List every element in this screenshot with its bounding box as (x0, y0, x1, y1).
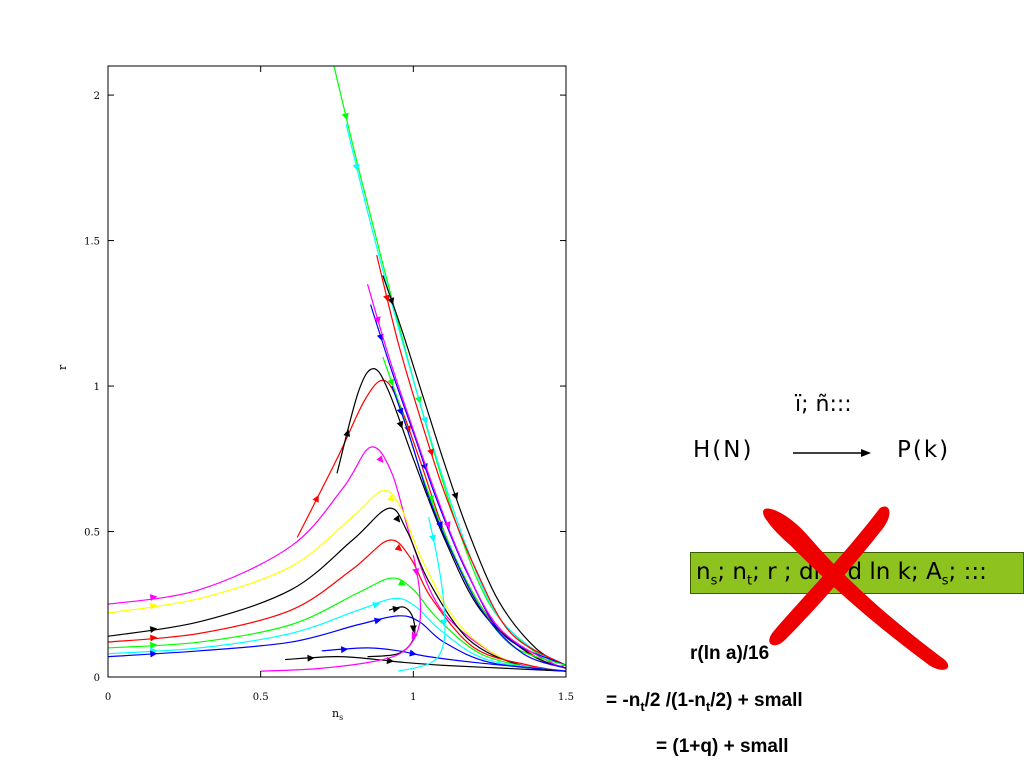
flow-arrowhead (383, 294, 390, 303)
flow-curve (382, 356, 567, 666)
flow-arrowhead (396, 407, 404, 416)
flow-curve (107, 446, 567, 672)
x-tick-label: 0.5 (253, 692, 269, 703)
flow-arrowhead (393, 514, 401, 523)
flow-curve (333, 65, 567, 666)
flow-arrowhead (397, 579, 406, 586)
flow-curve (107, 507, 567, 672)
flow-arrowhead (149, 602, 158, 610)
flow-arrowhead (409, 625, 417, 633)
cross-out-icon (763, 506, 949, 670)
y-tick-label: 1 (94, 382, 100, 393)
flow-arrowhead (427, 448, 434, 457)
flow-arrowhead (373, 316, 381, 324)
flow-curves (107, 65, 567, 672)
axis-ticks: 0 0.5 1 1.5 0 0.5 1 1.5 2 (84, 66, 574, 703)
y-tick-label: 0 (94, 673, 100, 684)
flow-arrowhead (149, 626, 158, 633)
flow-arrowhead (387, 297, 395, 305)
flow-curve (391, 385, 567, 669)
flow-curve (260, 554, 422, 672)
flow-arrowhead (421, 416, 428, 425)
y-tick-label: 1.5 (84, 237, 100, 248)
equation-line-1: r(ln a)/16 (690, 643, 770, 664)
flow-arrowhead (387, 494, 395, 502)
flow-curve (285, 656, 567, 672)
flow-arrowhead (341, 112, 349, 121)
flow-arrowhead (374, 617, 382, 625)
flow-curve (107, 597, 567, 672)
x-axis-label: ns (332, 707, 343, 722)
flow-arrowhead (394, 544, 403, 552)
flow-arrowhead (436, 521, 443, 529)
flow-arrowhead (411, 631, 419, 640)
plot-frame (107, 65, 567, 678)
flow-arrowhead (372, 601, 381, 609)
flow-arrowhead (412, 568, 420, 576)
y-tick-label: 2 (94, 91, 100, 102)
flow-curve (107, 539, 567, 672)
x-tick-label: 1.5 (558, 692, 574, 703)
flow-arrowhead (392, 605, 400, 613)
flow-arrowhead (352, 163, 360, 172)
flow-arrowhead (312, 494, 319, 503)
flow-arrowhead (443, 521, 451, 529)
flow-curve (382, 275, 567, 666)
flow-arrowhead (340, 646, 349, 654)
flow-curve (107, 615, 567, 672)
flow-arrowhead (387, 378, 395, 387)
flow-arrowhead (429, 534, 436, 543)
y-tick-label: 0.5 (84, 528, 100, 539)
p-label: P(k) (897, 437, 951, 463)
map-label: ï; ñ::: (795, 392, 852, 417)
flow-arrowhead (307, 654, 315, 662)
flow-curve (370, 304, 567, 666)
flow-arrowhead (451, 492, 459, 500)
x-tick-label: 1 (410, 692, 416, 703)
y-axis-label: r (56, 364, 69, 370)
flow-curve (107, 490, 567, 672)
flow-curve (367, 606, 416, 658)
h-label: H(N) (693, 437, 754, 463)
flow-arrowhead (376, 455, 384, 463)
flow-arrowhead (386, 657, 394, 665)
flow-curve (376, 254, 567, 666)
flow-arrowhead (409, 649, 417, 657)
flow-arrowhead (396, 420, 404, 429)
flow-curve (321, 647, 567, 672)
flow-arrowhead (150, 641, 158, 649)
equation-line-3: = (1+q) + small (656, 736, 789, 757)
flow-curve (397, 516, 446, 672)
flow-curve (336, 367, 567, 669)
flow-arrowhead (440, 619, 448, 627)
x-tick-label: 0 (105, 692, 111, 703)
map-arrow-icon (793, 449, 871, 457)
flow-curve (107, 577, 567, 672)
flow-arrowhead (343, 429, 351, 437)
flow-arrowhead (149, 634, 158, 642)
equation-line-2: = -nt/2 /(1-nt/2) + small (606, 690, 803, 714)
flow-arrowhead (149, 594, 158, 601)
flow-arrowhead (150, 650, 158, 658)
flow-curve (345, 124, 567, 666)
